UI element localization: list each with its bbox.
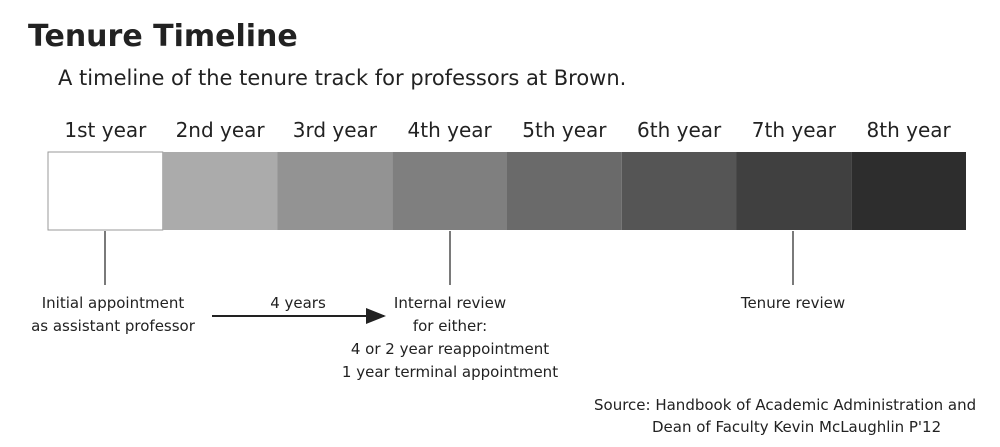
annotation: Initial appointment	[42, 294, 185, 312]
subtitle: A timeline of the tenure track for profe…	[58, 66, 626, 90]
year-block	[392, 152, 507, 230]
annotation: 4 or 2 year reappointment	[351, 340, 549, 358]
year-label: 7th year	[752, 118, 837, 142]
year-block	[507, 152, 622, 230]
source: Dean of Faculty Kevin McLaughlin P'12	[652, 418, 941, 436]
year-block	[621, 152, 737, 230]
year-label: 6th year	[637, 118, 722, 142]
year-block	[851, 152, 966, 230]
year-label: 2nd year	[176, 118, 266, 142]
year-label: 1st year	[64, 118, 147, 142]
year-block	[736, 152, 852, 230]
timeline-bar	[47, 151, 966, 231]
year-block	[162, 152, 278, 230]
annotation: Internal review	[394, 294, 506, 312]
year-label: 3rd year	[293, 118, 378, 142]
year-label: 4th year	[408, 118, 493, 142]
annotation: 1 year terminal appointment	[342, 363, 558, 381]
title: Tenure Timeline	[28, 19, 298, 54]
annotation: 4 years	[270, 294, 326, 312]
annotation: for either:	[413, 317, 487, 335]
annotation: Tenure review	[740, 294, 845, 312]
year-label: 8th year	[867, 118, 952, 142]
year-block	[47, 151, 164, 231]
year-label: 5th year	[522, 118, 607, 142]
source: Source: Handbook of Academic Administrat…	[594, 396, 976, 414]
year-block	[277, 152, 393, 230]
annotation: as assistant professor	[31, 317, 196, 335]
